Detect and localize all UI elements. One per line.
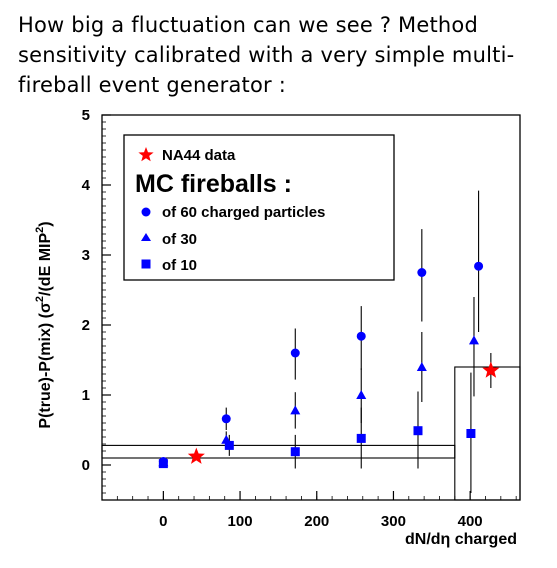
legend-label-30: of 30 <box>162 231 197 248</box>
mc-30-point <box>468 335 479 345</box>
heading-line-2: sensitivity calibrated with a very simpl… <box>18 43 515 67</box>
mc-60-point <box>417 268 427 277</box>
x-tick-label: 0 <box>159 513 167 530</box>
mc-10-point <box>158 459 168 469</box>
mc-60-point <box>474 261 484 271</box>
legend-star-icon <box>138 147 154 162</box>
legend-mc-title: MC fireballs : <box>135 170 292 198</box>
y-axis-label: P(true)-P(mix) (σ2/(dE MIP2) <box>34 221 54 428</box>
legend-triangle-icon <box>141 233 151 241</box>
legend-label-10: of 10 <box>162 257 197 274</box>
x-tick-label: 100 <box>228 513 253 530</box>
plot-frame <box>101 114 521 501</box>
legend-label-data: NA44 data <box>162 147 236 164</box>
y-tick-label: 3 <box>82 247 90 264</box>
legend-label-60: of 60 charged particles <box>162 204 325 221</box>
heading-line-3: fireball event generator : <box>18 73 286 97</box>
mc-60-point <box>356 331 366 341</box>
y-tick-label: 1 <box>82 387 90 404</box>
y-tick-label: 4 <box>82 177 91 194</box>
y-tick-label: 0 <box>82 457 90 474</box>
systematic-band-0 <box>101 444 456 459</box>
x-tick-label: 400 <box>458 513 483 530</box>
mc-10-point <box>290 447 300 457</box>
mc-30-point <box>290 405 301 415</box>
mc-10-point <box>413 426 423 436</box>
x-axis-label: dN/dη charged <box>405 531 517 548</box>
legend-square-icon <box>141 259 151 269</box>
mc-60-point <box>290 348 300 358</box>
slide-heading: How big a fluctuation can we see ? Metho… <box>18 10 548 100</box>
mc-10-point <box>224 440 234 450</box>
legend: NA44 data MC fireballs : of 60 charged p… <box>123 134 395 281</box>
na44-data-point <box>482 361 500 378</box>
x-tick-label: 200 <box>304 513 329 530</box>
mc-10-point <box>356 433 366 443</box>
na44-data-point <box>187 447 205 464</box>
y-tick-label: 2 <box>82 317 90 334</box>
mc-10-point <box>466 429 476 438</box>
legend-circle-icon <box>141 207 151 217</box>
y-tick-label: 5 <box>82 107 90 124</box>
mc-60-point <box>221 414 231 424</box>
systematic-band-1 <box>454 366 521 501</box>
heading-line-1: How big a fluctuation can we see ? Metho… <box>18 13 479 37</box>
legend-box <box>123 134 395 281</box>
mc-30-point <box>416 362 427 371</box>
x-tick-label: 300 <box>381 513 406 530</box>
mc-30-point <box>356 390 367 399</box>
